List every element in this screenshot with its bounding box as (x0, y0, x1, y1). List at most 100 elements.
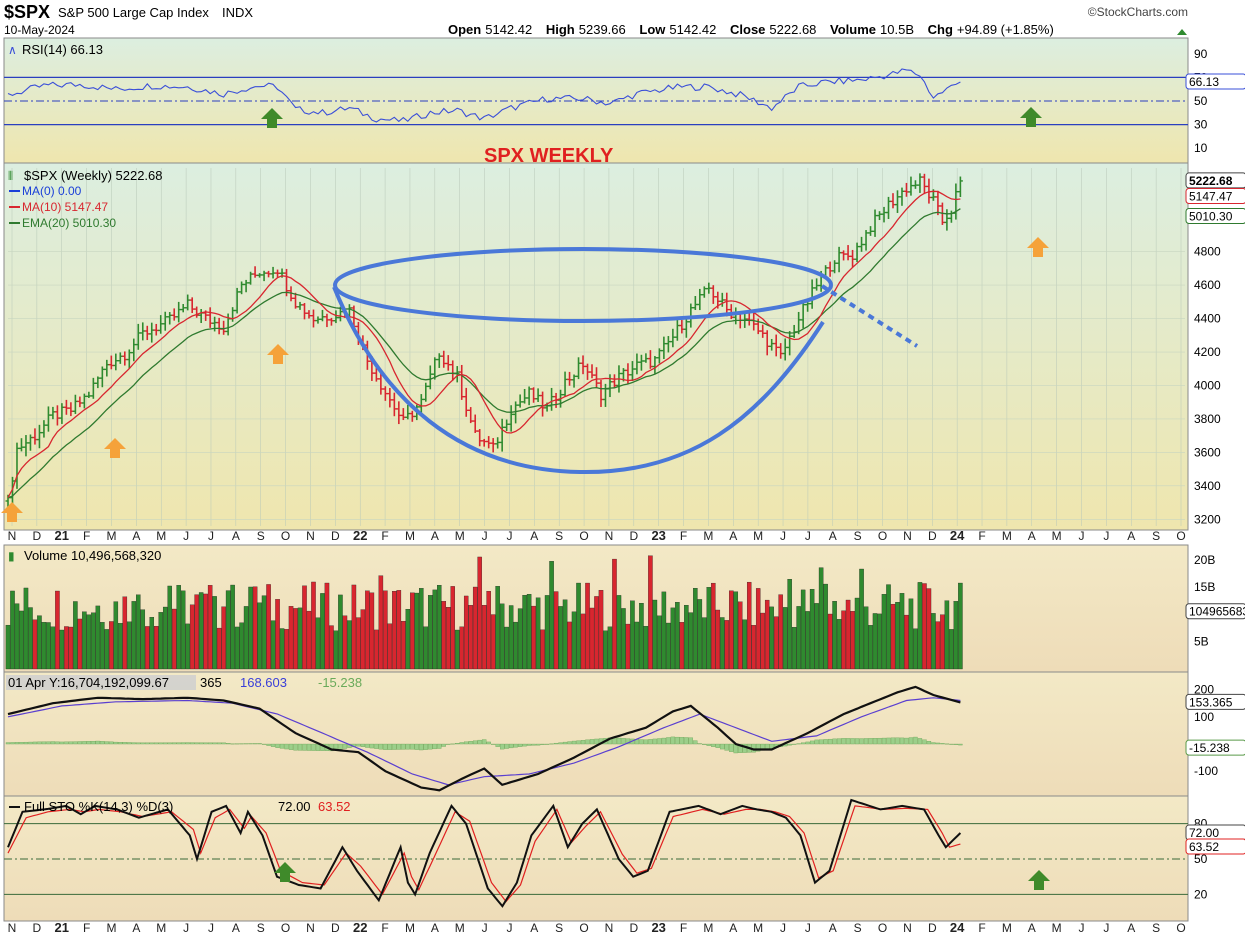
volume-bar (225, 590, 231, 670)
volume-bar (926, 588, 932, 670)
macd-histogram-bar (77, 741, 83, 745)
macd-histogram-bar (297, 743, 303, 751)
volume-bar (243, 606, 249, 670)
volume-bar (648, 555, 653, 670)
macd-histogram-bar (225, 743, 231, 745)
month-tick-label: M (703, 921, 713, 935)
up-triangle-icon (1177, 29, 1187, 35)
volume-bar (122, 596, 128, 670)
volume-bar (374, 629, 379, 670)
macd-histogram-bar (149, 742, 154, 745)
volume-bar (832, 601, 837, 670)
volume-bar (917, 582, 923, 670)
volume-legend: ▮ Volume 10,496,568,320 (8, 548, 161, 563)
volume-bar (109, 621, 114, 670)
volume-bar (634, 621, 640, 670)
rsi-icon: ∧ (8, 43, 17, 57)
macd-line-value: 365 (200, 675, 222, 690)
ema20-line (7, 208, 961, 499)
month-tick-label: J (780, 529, 786, 543)
macd-histogram-bar (5, 742, 11, 745)
month-tick-label: 23 (651, 920, 665, 935)
macd-histogram-bar (886, 737, 891, 745)
ema20-label: EMA(20) 5010.30 (22, 216, 116, 230)
month-tick-label: M (156, 921, 166, 935)
volume-bar (495, 586, 500, 670)
macd-histogram-bar (526, 743, 532, 746)
month-tick-label: N (605, 921, 614, 935)
macd-histogram-bar (594, 738, 599, 745)
month-tick-label: S (1152, 529, 1160, 543)
month-tick-label: M (405, 529, 415, 543)
chart-annotation: SPX WEEKLY (484, 145, 614, 167)
volume-bar (940, 614, 945, 670)
macd-histogram-bar (693, 740, 698, 745)
macd-date-label: 01 Apr Y:16,704,192,099.67 (8, 675, 169, 690)
volume-bar (14, 603, 20, 670)
price-tick-label: 4000 (1194, 378, 1221, 392)
macd-histogram-bar (958, 743, 963, 746)
volume-bar (841, 610, 846, 670)
indicator-lines (5, 68, 963, 908)
macd-histogram-bar (306, 743, 312, 751)
price-tick-label: 3200 (1194, 512, 1221, 526)
rsi-value-tag-text: 66.13 (1189, 75, 1219, 89)
macd-histogram-bar (248, 743, 253, 745)
month-tick-label: D (928, 921, 937, 935)
macd-histogram-bar (68, 741, 74, 745)
volume-bar (706, 587, 712, 670)
month-tick-label: N (306, 921, 315, 935)
month-tick-label: O (1176, 921, 1185, 935)
macd-histogram-bar (562, 741, 568, 745)
macd-histogram-bar (850, 738, 855, 745)
volume-bar (50, 626, 56, 670)
month-tick-label: M (106, 921, 116, 935)
high-label: High (546, 22, 575, 37)
volume-bar (531, 605, 536, 670)
stoch-tick-label: 20 (1194, 887, 1208, 901)
volume-bar (863, 606, 869, 670)
volume-bar (383, 590, 388, 670)
stoch-k-tag: 72.00 (1185, 824, 1245, 841)
volume-bar (598, 590, 604, 670)
macd-histogram-bar (163, 742, 168, 745)
rsi-legend: ∧ RSI(14) 66.13 (8, 42, 103, 57)
macd-histogram-bar (46, 741, 51, 745)
volume-bar (571, 611, 577, 670)
macd-histogram-bar (935, 742, 941, 745)
macd-histogram-bar (881, 737, 887, 745)
volume-bar (41, 622, 47, 670)
volume-bar (284, 629, 289, 670)
macd-histogram-bar (679, 737, 685, 745)
volume-bar (562, 599, 568, 670)
volume-bar (468, 605, 473, 670)
month-tick-label: S (555, 921, 563, 935)
macd-histogram-bar (266, 743, 271, 746)
macd-histogram-bar (167, 742, 172, 745)
macd-histogram-bar (41, 741, 47, 745)
macd-histogram-bar (711, 743, 716, 747)
volume-bar (836, 619, 842, 670)
macd-histogram-bar (131, 742, 136, 745)
month-tick-label: F (381, 921, 388, 935)
volume-bar (702, 617, 707, 670)
macd-histogram-bar (95, 740, 100, 745)
macd-histogram-bar (827, 738, 833, 745)
volume-bar (576, 582, 581, 670)
month-tick-label: M (1052, 529, 1062, 543)
volume-value-tag-text: 10496568320 (1189, 605, 1245, 619)
volume-bar (68, 626, 74, 670)
stoch-d-line (7, 805, 961, 903)
price-bars (5, 173, 963, 507)
volume-bar (73, 601, 78, 670)
chart-header: $SPX S&P 500 Large Cap Index INDX ©Stock… (4, 2, 1188, 37)
macd-histogram-bar (118, 742, 123, 745)
volume-bar (441, 601, 447, 670)
volume-bar (396, 590, 402, 670)
macd-histogram-bar (284, 743, 289, 750)
stoch-d-tag: 63.52 (1185, 838, 1245, 855)
macd-histogram-bar (949, 743, 954, 745)
volume-bar (594, 596, 599, 670)
cup-and-handle-pattern (332, 247, 919, 475)
volume-bar (850, 611, 855, 670)
